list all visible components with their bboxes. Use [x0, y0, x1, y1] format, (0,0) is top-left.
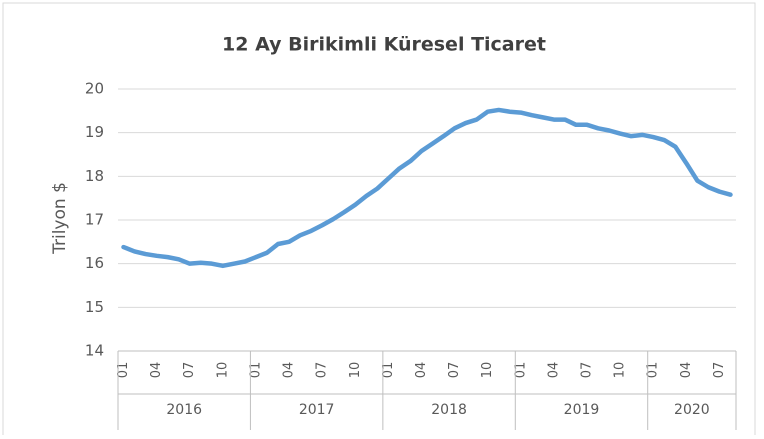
- year-label: 2019: [564, 402, 600, 418]
- year-label: 2017: [299, 402, 335, 418]
- x-tick-label: 01: [646, 362, 661, 379]
- x-tick-label: 01: [513, 362, 528, 379]
- x-tick-label: 10: [480, 362, 495, 379]
- x-tick-label: 07: [712, 362, 727, 379]
- y-axis-label: Trilyon $: [50, 182, 70, 255]
- year-label: 2018: [431, 402, 467, 418]
- y-tick-label: 18: [85, 167, 104, 185]
- y-tick-label: 15: [85, 298, 104, 316]
- x-tick-label: 07: [182, 362, 197, 379]
- x-tick-label: 04: [282, 362, 297, 379]
- y-tick-label: 17: [85, 211, 104, 229]
- y-tick-label: 20: [85, 80, 104, 98]
- x-tick-label: 01: [248, 362, 263, 379]
- x-tick-label: 04: [679, 362, 694, 379]
- x-tick-label: 10: [348, 362, 363, 379]
- x-tick-label: 04: [414, 362, 429, 379]
- x-tick-label: 01: [116, 362, 131, 379]
- x-tick-label: 07: [580, 362, 595, 379]
- x-tick-label: 10: [215, 362, 230, 379]
- x-tick-label: 10: [613, 362, 628, 379]
- x-tick-label: 07: [447, 362, 462, 379]
- y-tick-label: 19: [85, 123, 104, 141]
- chart-title: 12 Ay Birikimli Küresel Ticaret: [222, 34, 546, 56]
- x-tick-label: 04: [546, 362, 561, 379]
- data-line: [121, 107, 733, 269]
- y-tick-label: 16: [85, 254, 104, 272]
- x-tick-label: 01: [381, 362, 396, 379]
- year-label: 2020: [674, 402, 710, 418]
- y-tick-label: 14: [85, 342, 104, 360]
- x-tick-label: 04: [149, 362, 164, 379]
- year-label: 2016: [166, 402, 202, 418]
- x-tick-label: 07: [315, 362, 330, 379]
